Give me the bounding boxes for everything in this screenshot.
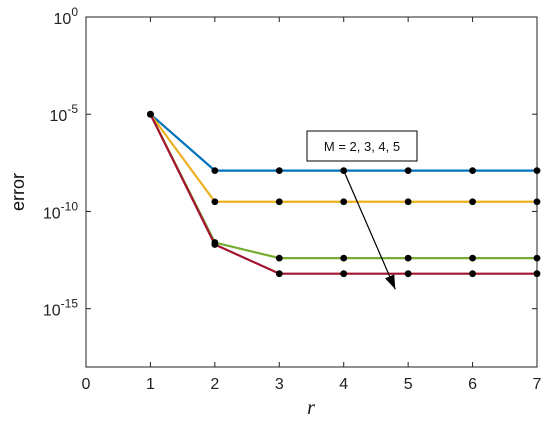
annotation-arrow-head [385,274,396,290]
series-3-point [469,254,476,262]
series-2-point [469,198,476,206]
series-2-point [275,198,283,206]
series-3-point [275,254,283,262]
series-3-point [404,254,412,262]
y-axis-label: error [8,173,28,211]
series-1-point [469,167,476,175]
x-tick-label: 1 [146,376,155,393]
series-2-point [404,198,412,206]
series-4-point [211,241,219,248]
series-4-point [147,110,154,118]
annotation-arrow-line [343,170,396,290]
series-4-point [469,270,476,278]
y-axis-ticks: 100 10-5 10-10 10-15 [43,5,537,320]
series-2-point [211,198,219,206]
y-tick-label: 10-15 [43,297,78,320]
x-axis-ticks: 0 1 2 3 4 5 6 7 [82,17,542,393]
y-tick-label: 10-5 [50,102,79,125]
annotation-box [306,130,418,162]
series-3-point [533,254,541,262]
series-2-point [533,198,541,206]
series-4-point [533,270,541,278]
x-tick-label: 0 [82,376,91,393]
series-2-point [340,198,348,206]
series-1-point [533,167,541,175]
plot-area [85,16,538,368]
y-tick-label: 100 [54,5,79,28]
series-3-point [340,254,348,262]
x-tick-label: 6 [468,376,477,393]
series-1-point [211,167,219,175]
series-4-point [340,270,348,278]
series-1-point [404,167,412,175]
x-tick-label: 4 [339,376,348,393]
series-4-point [275,270,283,278]
x-tick-label: 7 [533,376,542,393]
x-tick-label: 5 [404,376,413,393]
annotation: M = 2, 3, 4, 5 [306,130,418,290]
x-tick-label: 3 [275,376,284,393]
series-4-point [404,270,412,278]
series-1-point [275,167,283,175]
x-axis-label: r [307,397,315,419]
y-tick-label: 10-10 [43,199,78,222]
x-tick-label: 2 [210,376,219,393]
annotation-text: M = 2, 3, 4, 5 [324,139,400,154]
